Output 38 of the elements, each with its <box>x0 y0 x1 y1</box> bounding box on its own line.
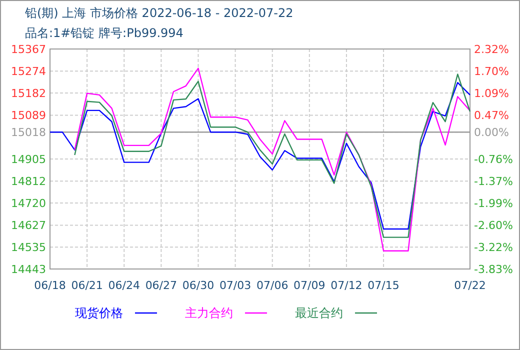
y2-tick-label: -1.37% <box>474 174 513 188</box>
legend-label: 最近合约 <box>295 306 343 320</box>
x-tick-label: 07/03 <box>219 279 252 292</box>
y-tick-label: 15182 <box>11 86 46 100</box>
legend-label: 主力合约 <box>185 306 233 320</box>
y2-tick-label: -3.22% <box>474 241 513 254</box>
y-tick-label: 14627 <box>11 219 46 232</box>
y-tick-label: 15367 <box>11 42 46 56</box>
x-tick-label: 06/30 <box>182 279 214 292</box>
y2-tick-label: 0.47% <box>474 109 509 122</box>
y-tick-label: 14720 <box>11 196 46 210</box>
x-tick-label: 06/24 <box>108 279 140 292</box>
y-tick-label: 15018 <box>11 126 46 139</box>
legend-label: 现货价格 <box>75 306 123 320</box>
x-tick-label: 06/27 <box>145 279 178 292</box>
y2-tick-label: 1.09% <box>474 86 509 100</box>
x-tick-label: 06/18 <box>34 279 66 292</box>
y-tick-label: 14535 <box>11 240 46 254</box>
y2-tick-label: -1.99% <box>474 197 513 210</box>
y2-tick-label: -3.83% <box>474 262 513 276</box>
y-tick-label: 15089 <box>11 109 46 122</box>
x-tick-label: 07/15 <box>368 279 400 292</box>
y-tick-label: 14443 <box>11 262 46 276</box>
x-tick-label: 07/06 <box>256 279 288 292</box>
y2-tick-label: 0.00% <box>474 126 509 139</box>
x-tick-label: 07/12 <box>330 279 362 292</box>
y2-tick-label: -2.60% <box>474 218 513 232</box>
chart-title: 铅(期) 上海 市场价格 2022-06-18 - 2022-07-22 <box>24 6 294 20</box>
y-tick-label: 14905 <box>11 152 46 166</box>
x-tick-label: 07/22 <box>454 279 486 292</box>
y-tick-label: 14812 <box>11 174 46 188</box>
y2-tick-label: 1.70% <box>474 65 509 78</box>
x-tick-label: 07/09 <box>294 279 326 292</box>
x-tick-label: 06/21 <box>71 279 103 292</box>
y2-tick-label: 2.32% <box>474 42 509 56</box>
y-tick-label: 15274 <box>11 64 46 78</box>
chart-subtitle: 品名:1#铅锭 牌号:Pb99.994 <box>25 26 184 40</box>
y2-tick-label: -0.76% <box>474 153 513 166</box>
